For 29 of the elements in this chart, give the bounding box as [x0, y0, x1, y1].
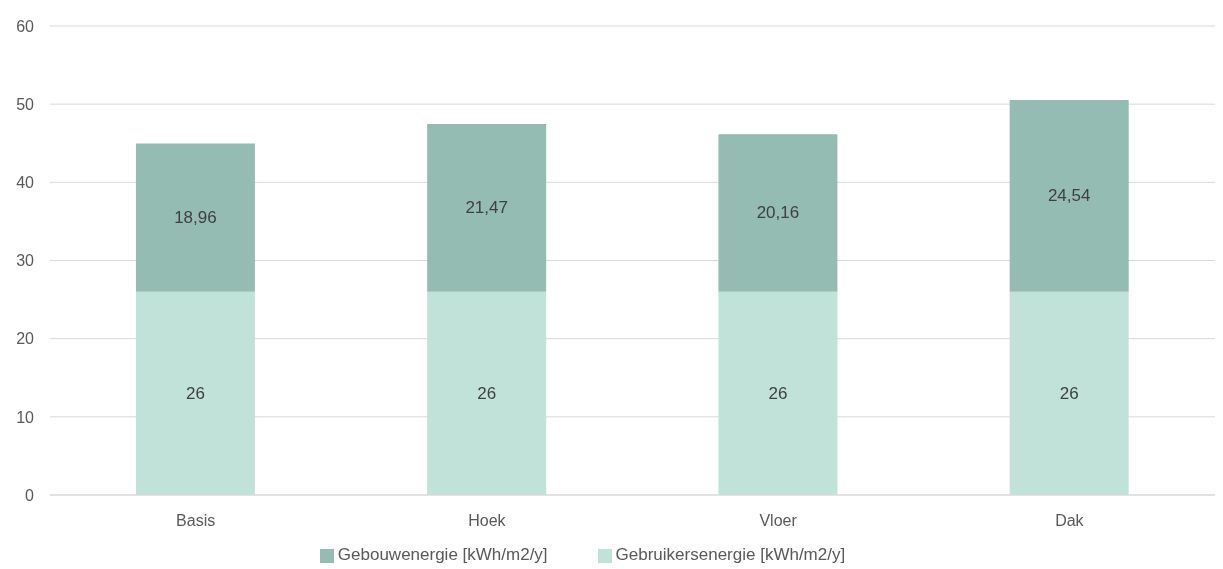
bar — [427, 123, 547, 292]
x-tick-label: Basis — [176, 512, 216, 530]
bar — [1009, 99, 1129, 292]
y-tick-label: 0 — [25, 486, 35, 504]
x-tick-label: Hoek — [468, 512, 507, 530]
data-label: 26 — [1059, 383, 1079, 403]
bar — [135, 143, 255, 292]
y-tick-label: 10 — [16, 408, 35, 426]
y-tick-label: 30 — [16, 252, 35, 270]
data-label: 24,54 — [1047, 186, 1091, 206]
bar — [135, 291, 255, 495]
data-label: 26 — [768, 383, 788, 403]
legend-label: Gebruikersenergie [kWh/m2/y] — [615, 545, 846, 564]
legend-label: Gebouwenergie [kWh/m2/y] — [337, 545, 548, 564]
y-tick-label: 50 — [16, 95, 35, 113]
data-label: 26 — [185, 383, 205, 403]
bar — [427, 291, 547, 495]
bar — [1009, 291, 1129, 495]
y-tick-label: 20 — [16, 330, 35, 348]
data-label: 20,16 — [756, 203, 800, 223]
x-tick-label: Vloer — [759, 512, 798, 530]
data-label: 18,96 — [174, 208, 217, 228]
y-tick-label: 40 — [16, 174, 35, 192]
bar — [718, 291, 838, 495]
x-tick-label: Dak — [1055, 512, 1085, 530]
bar — [718, 134, 838, 292]
data-label: 21,47 — [465, 198, 508, 218]
y-tick-label: 60 — [16, 17, 35, 35]
data-label: 26 — [477, 383, 497, 403]
